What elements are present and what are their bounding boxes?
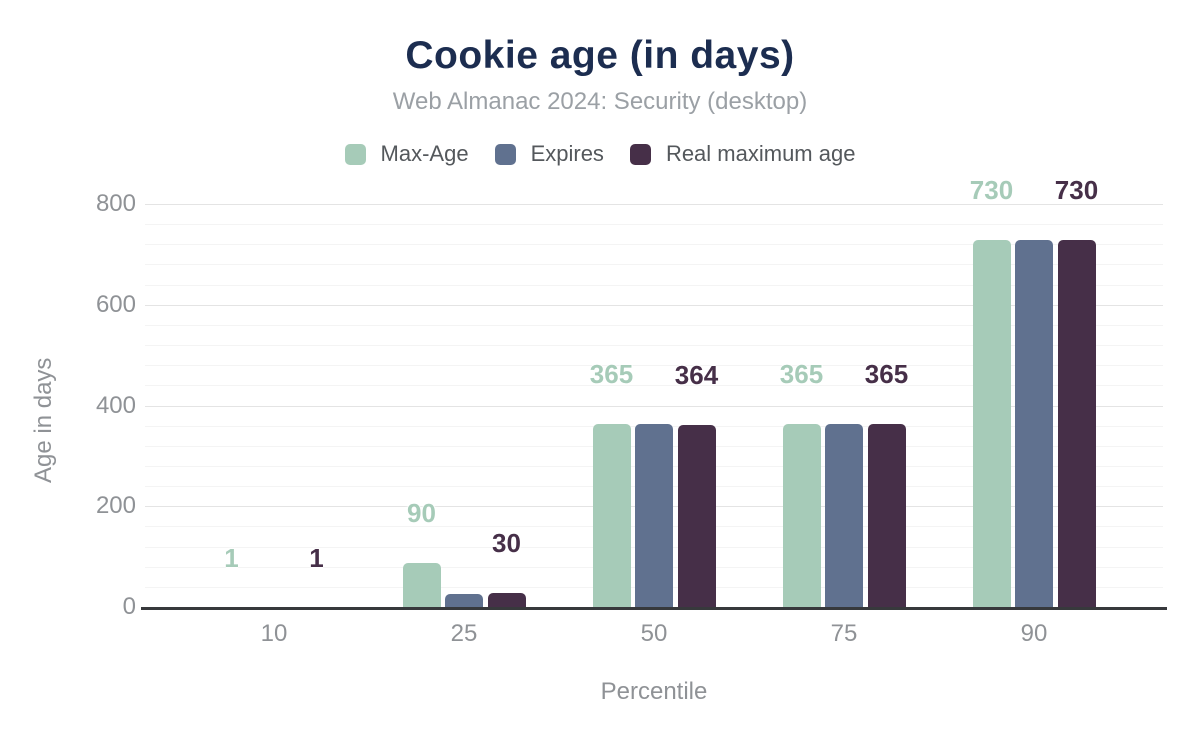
gridline-major [145, 304, 1163, 306]
bar-value-label: 365 [779, 359, 824, 390]
chart-title: Cookie age (in days) [405, 34, 795, 77]
bar-value-label: 1 [309, 542, 324, 573]
bar-expires-p90[interactable] [1015, 240, 1053, 608]
legend-swatch-icon [344, 143, 366, 165]
legend-label: Real maximum age [665, 141, 856, 166]
legend: Max-Age Expires Real maximum age [0, 141, 1200, 167]
gridline-minor [145, 284, 1163, 286]
legend-swatch-icon [494, 143, 516, 165]
bar-value-label: 364 [674, 359, 719, 390]
gridline-minor [145, 244, 1163, 246]
gridline-minor [145, 264, 1163, 266]
y-tick-label: 800 [95, 190, 136, 217]
y-tick-label: 400 [95, 391, 136, 419]
bar-value-label: 30 [492, 527, 521, 558]
bar-real-maximum-age-p50[interactable] [677, 424, 716, 608]
x-tick-label: 75 [830, 620, 858, 647]
legend-item-max-age[interactable]: Max-Age [344, 141, 469, 166]
bar-max-age-p25[interactable] [402, 562, 441, 608]
legend-label: Expires [530, 141, 604, 166]
x-tick-label: 10 [260, 620, 288, 647]
y-tick-label: 600 [95, 290, 136, 318]
legend-swatch-icon [629, 143, 651, 165]
gridline-minor [145, 345, 1163, 347]
y-tick-label: 0 [122, 593, 136, 620]
y-tick-label: 200 [95, 492, 136, 520]
bar-max-age-p75[interactable] [782, 424, 821, 608]
gridline-minor [145, 224, 1163, 226]
bar-real-maximum-age-p25[interactable] [487, 592, 526, 608]
gridline-major [145, 405, 1163, 407]
bar-expires-p75[interactable] [825, 424, 863, 608]
x-tick-label: 25 [450, 620, 478, 647]
bar-value-label: 730 [1054, 175, 1099, 206]
bar-value-label: 1 [224, 542, 239, 573]
x-tick-label: 90 [1020, 620, 1048, 647]
legend-item-real-maximum-age[interactable]: Real maximum age [629, 141, 856, 166]
bar-real-maximum-age-p75[interactable] [867, 424, 906, 608]
plot-area: 0 200 400 600 800 10 1 1 25 90 30 50 365 364 75 365 365 9… [96, 177, 1167, 647]
bar-value-label: 365 [864, 359, 909, 390]
legend-label: Max-Age [380, 141, 469, 166]
gridline-minor [145, 365, 1163, 367]
bar-value-label: 730 [969, 175, 1014, 206]
bar-expires-p25[interactable] [445, 594, 483, 608]
legend-item-expires[interactable]: Expires [494, 141, 604, 166]
bar-value-label: 90 [407, 497, 436, 528]
gridline-minor [145, 385, 1163, 387]
gridline-minor [145, 324, 1163, 326]
bar-expires-p50[interactable] [635, 424, 673, 608]
bar-value-label: 365 [589, 359, 634, 390]
bar-real-maximum-age-p90[interactable] [1057, 240, 1096, 608]
bar-max-age-p50[interactable] [592, 424, 631, 608]
y-axis-title: Age in days [30, 357, 57, 483]
bar-max-age-p90[interactable] [972, 240, 1011, 608]
x-axis-title: Percentile [600, 678, 708, 705]
x-axis-line [141, 607, 1167, 610]
gridline-major [145, 204, 1163, 205]
chart-subtitle: Web Almanac 2024: Security (desktop) [392, 88, 808, 115]
x-tick-label: 50 [640, 620, 668, 647]
